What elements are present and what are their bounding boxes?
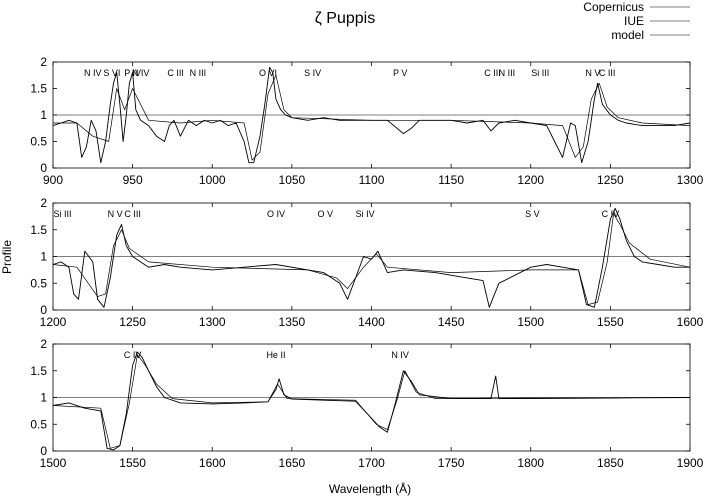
ion-label-s-vi: S VI xyxy=(103,68,120,78)
y-axis-label: Profile xyxy=(0,240,14,274)
x-tick-label: 1250 xyxy=(597,173,624,187)
x-tick-label: 1650 xyxy=(279,456,306,470)
x-tick-label: 1900 xyxy=(677,456,704,470)
ion-label-p-iv: P IV xyxy=(124,68,141,78)
panel-top: 900 950 1000 1050 1100 1150 1200 1250 1300 0 0.5 1 1… xyxy=(30,55,703,187)
x-tick-label: 1250 xyxy=(119,315,146,329)
x-tick-label: 1750 xyxy=(438,456,465,470)
y-tick-label: 2 xyxy=(40,196,47,210)
x-tick-label: 1150 xyxy=(438,173,464,187)
y-tick-label: 0.5 xyxy=(30,417,47,431)
x-tick-label: 1800 xyxy=(517,456,544,470)
ion-label-o-vi: O VI xyxy=(259,68,277,78)
ion-label-si-iii: Si III xyxy=(531,68,549,78)
x-tick-label: 1000 xyxy=(199,173,226,187)
ion-label-n-v: N V xyxy=(585,68,600,78)
y-tick-label: 1.5 xyxy=(30,223,47,237)
y-tick-label: 0 xyxy=(40,444,47,458)
x-axis-label: Wavelength (Å) xyxy=(329,481,411,496)
series-model-line xyxy=(52,213,691,305)
y-tick-label: 1.5 xyxy=(30,364,47,378)
ion-label-c-iv: C IV xyxy=(124,350,142,360)
x-tick-label: 1200 xyxy=(40,315,67,329)
ion-label-c-iii: C III xyxy=(599,68,616,78)
x-tick-label: 1350 xyxy=(279,315,306,329)
x-tick-label: 1700 xyxy=(358,456,385,470)
x-tick-label: 1500 xyxy=(517,315,544,329)
y-tick-label: 1 xyxy=(40,250,47,264)
series-iue-line xyxy=(52,207,690,308)
ion-label-c-iii: C III xyxy=(484,68,501,78)
panel-middle: 1200 1250 1300 1350 1400 1450 1500 1550 1600 0 0.5… xyxy=(30,196,703,329)
y-tick-label: 0.5 xyxy=(30,276,47,290)
ion-label-n-iv: N IV xyxy=(391,350,409,360)
ion-label-he-ii: He II xyxy=(266,350,285,360)
ion-label-n-v: N V xyxy=(108,209,123,219)
y-tick-label: 2 xyxy=(40,55,47,69)
series-copernicus-line xyxy=(52,66,691,164)
ion-label-p-v: P V xyxy=(393,68,407,78)
legend-label-copernicus: Copernicus xyxy=(583,0,644,14)
y-tick-label: 1 xyxy=(40,391,47,405)
y-tick-label: 0 xyxy=(40,161,47,175)
x-tick-label: 1050 xyxy=(279,173,306,187)
y-tick-label: 0 xyxy=(40,303,47,317)
y-tick-label: 1 xyxy=(40,108,47,122)
x-tick-label: 1300 xyxy=(677,173,704,187)
chart-title: ζ Puppis xyxy=(315,10,375,27)
ion-label-n-iii: N III xyxy=(499,68,516,78)
x-tick-label: 1550 xyxy=(119,456,146,470)
x-tick-label: 1600 xyxy=(199,456,226,470)
series-iue-line xyxy=(52,351,691,451)
ion-label-o-v: O V xyxy=(318,209,334,219)
ion-label-si-iv: Si IV xyxy=(356,209,375,219)
ion-label-c-iii: C III xyxy=(124,209,141,219)
legend-label-model: model xyxy=(611,28,644,42)
x-tick-label: 1400 xyxy=(358,315,385,329)
x-tick-label: 1600 xyxy=(677,315,704,329)
ion-label-c-iii: C III xyxy=(167,68,184,78)
legend: Copernicus IUE model xyxy=(583,0,690,42)
ion-label-n-iii: N III xyxy=(190,68,207,78)
series-model-line xyxy=(53,74,691,161)
x-tick-label: 1200 xyxy=(517,173,544,187)
y-tick-label: 2 xyxy=(40,337,47,351)
x-tick-label: 1100 xyxy=(359,173,385,187)
x-tick-label: 1450 xyxy=(438,315,465,329)
x-tick-label: 1500 xyxy=(40,456,67,470)
ion-label-s-v: S V xyxy=(525,209,540,219)
series-model-line xyxy=(52,354,691,449)
panel-bottom: 1500 1550 1600 1650 1700 1750 1800 1850 1900 0 0.5… xyxy=(30,337,703,470)
x-tick-label: 900 xyxy=(43,173,63,187)
ion-label-n-iv: N IV xyxy=(84,68,102,78)
ion-label-n-iv: N IV xyxy=(132,68,150,78)
x-tick-label: 1300 xyxy=(199,315,226,329)
ion-label-s-iv: S IV xyxy=(304,68,321,78)
x-tick-label: 950 xyxy=(123,173,143,187)
x-tick-label: 1550 xyxy=(597,315,624,329)
ion-label-c-iv: C IV xyxy=(602,209,620,219)
ion-label-si-iii: Si III xyxy=(54,209,72,219)
y-tick-label: 1.5 xyxy=(30,82,47,96)
x-tick-label: 1850 xyxy=(597,456,624,470)
y-tick-label: 0.5 xyxy=(30,135,47,149)
ion-label-o-iv: O IV xyxy=(267,209,285,219)
legend-label-iue: IUE xyxy=(624,14,644,28)
